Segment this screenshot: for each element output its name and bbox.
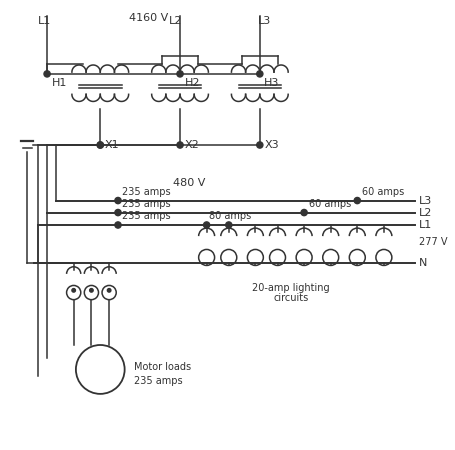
Text: Motor loads: Motor loads — [133, 362, 190, 372]
Circle shape — [177, 142, 183, 148]
Text: 235 amps: 235 amps — [122, 212, 171, 221]
Text: 480 V: 480 V — [172, 178, 205, 188]
Circle shape — [225, 222, 232, 228]
Circle shape — [177, 71, 183, 77]
Circle shape — [256, 142, 263, 148]
Text: 80 amps: 80 amps — [208, 212, 251, 221]
Text: 277 V: 277 V — [419, 237, 447, 247]
Circle shape — [107, 288, 111, 292]
Text: 235 amps: 235 amps — [122, 199, 171, 209]
Circle shape — [72, 288, 75, 292]
Text: L3: L3 — [257, 17, 270, 27]
Text: L2: L2 — [419, 207, 432, 217]
Text: H1: H1 — [51, 78, 67, 88]
Text: 235 amps: 235 amps — [133, 376, 182, 386]
Circle shape — [354, 198, 359, 204]
Circle shape — [115, 222, 121, 228]
Text: X3: X3 — [263, 140, 278, 150]
Circle shape — [90, 288, 93, 292]
Text: 60 amps: 60 amps — [308, 199, 350, 209]
Text: 60 amps: 60 amps — [361, 187, 403, 197]
Text: X1: X1 — [105, 140, 119, 150]
Text: L2: L2 — [168, 17, 182, 27]
Circle shape — [97, 142, 103, 148]
Text: L1: L1 — [38, 17, 51, 27]
Circle shape — [115, 209, 121, 216]
Text: L1: L1 — [419, 220, 432, 230]
Text: L3: L3 — [419, 196, 432, 206]
Circle shape — [97, 142, 103, 148]
Text: 235 amps: 235 amps — [122, 187, 171, 197]
Circle shape — [115, 198, 121, 204]
Text: H2: H2 — [184, 78, 200, 88]
Text: 20-amp lighting: 20-amp lighting — [252, 283, 329, 293]
Text: 4160 V: 4160 V — [129, 14, 168, 23]
Circle shape — [300, 209, 307, 216]
Circle shape — [44, 71, 50, 77]
Text: circuits: circuits — [273, 293, 308, 303]
Text: H3: H3 — [263, 78, 279, 88]
Text: X2: X2 — [184, 140, 199, 150]
Text: N: N — [419, 258, 427, 268]
Circle shape — [203, 222, 209, 228]
Circle shape — [256, 71, 263, 77]
